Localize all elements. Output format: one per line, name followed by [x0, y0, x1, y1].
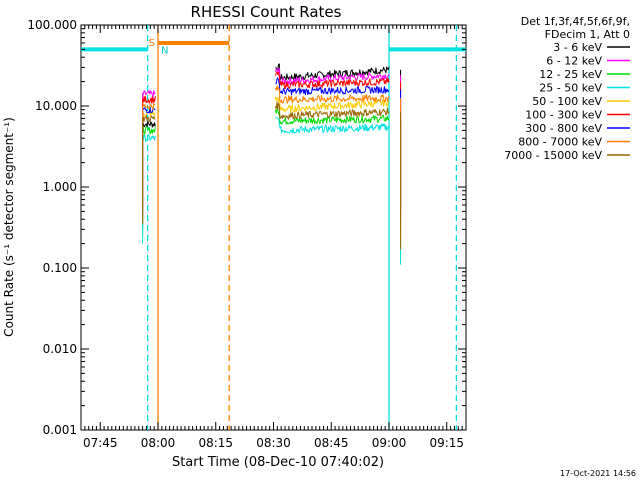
series-line	[142, 102, 156, 110]
series-group	[142, 63, 402, 265]
flag-marker: S	[149, 38, 155, 49]
series-line	[275, 63, 390, 82]
series-line	[142, 134, 156, 143]
legend-label: 25 - 50 keV	[539, 82, 602, 95]
x-tick-label: 08:15	[198, 436, 233, 450]
x-tick-label: 09:15	[429, 436, 464, 450]
y-axis-label: Count Rate (s⁻¹ detector segment⁻¹)	[2, 117, 16, 337]
series-line	[275, 116, 390, 134]
series-line	[142, 90, 156, 98]
legend-header: FDecim 1, Att 0	[545, 28, 630, 41]
x-tick-label: 07:45	[83, 436, 118, 450]
series-line	[142, 115, 156, 122]
series-line	[275, 77, 390, 96]
legend-label: 800 - 7000 keV	[518, 136, 602, 149]
series-line	[142, 120, 156, 128]
x-tick-label: 08:45	[314, 436, 349, 450]
y-tick-label: 0.001	[43, 423, 77, 437]
legend-header: Det 1f,3f,4f,5f,6f,9f,	[521, 15, 630, 28]
legend-label: 100 - 300 keV	[525, 109, 602, 122]
legend: Det 1f,3f,4f,5f,6f,9f,FDecim 1, Att 03 -…	[504, 15, 630, 162]
series-line	[142, 95, 156, 104]
flag-marker: N	[161, 45, 168, 56]
y-tick-label: 1.000	[43, 180, 77, 194]
y-tick-label: 0.010	[43, 342, 77, 356]
timestamp: 17-Oct-2021 14:56	[560, 469, 636, 478]
chart-title: RHESSI Count Rates	[191, 3, 342, 21]
legend-label: 300 - 800 keV	[525, 122, 602, 135]
y-tick-label: 10.000	[35, 99, 77, 113]
legend-label: 7000 - 15000 keV	[504, 149, 602, 162]
y-tick-label: 100.000	[27, 18, 77, 32]
series-line	[274, 108, 390, 125]
y-axis: 100.000 10.000 1.000 0.100 0.010 0.001	[27, 18, 466, 437]
y-tick-label: 0.100	[43, 261, 77, 275]
series-line	[274, 101, 390, 120]
x-axis: 07:45 08:00 08:15 08:30 08:45 09:00 09:15	[83, 25, 464, 450]
x-tick-label: 08:00	[141, 436, 176, 450]
x-tick-label: 09:00	[372, 436, 407, 450]
series-line	[274, 96, 390, 113]
legend-label: 50 - 100 keV	[532, 95, 602, 108]
flag-bars: SN	[81, 38, 466, 56]
x-axis-label: Start Time (08-Dec-10 07:40:02)	[172, 455, 384, 470]
series-line	[274, 71, 390, 89]
legend-label: 12 - 25 keV	[539, 68, 602, 81]
series-line	[142, 126, 156, 135]
marker-lines	[146, 25, 458, 430]
x-tick-label: 08:30	[256, 436, 291, 450]
series-line	[274, 85, 390, 104]
legend-label: 3 - 6 keV	[553, 41, 602, 54]
legend-label: 6 - 12 keV	[546, 55, 602, 68]
